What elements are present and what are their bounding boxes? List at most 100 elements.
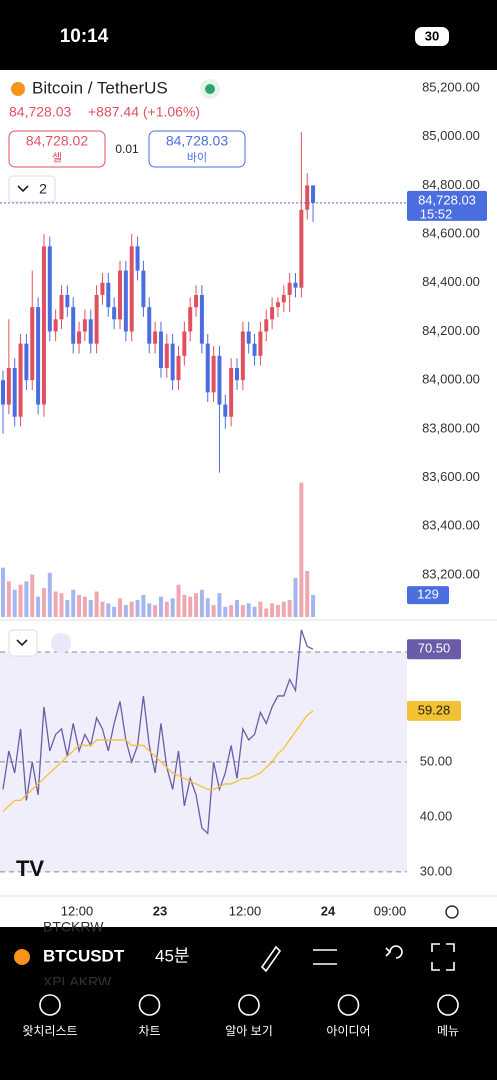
tab-icon[interactable] (337, 994, 360, 1016)
countdown: 15:52 (420, 206, 453, 221)
volume-bar (305, 571, 310, 617)
volume-bar (275, 605, 280, 617)
candle-body (147, 307, 152, 344)
toolbar-symbol[interactable]: BTCUSDT (43, 946, 125, 965)
candle-body (123, 270, 128, 332)
x-tick-label: 23 (153, 903, 167, 918)
candle-body (258, 331, 263, 356)
volume-bar (211, 605, 216, 617)
candle-body (199, 294, 204, 344)
candle-body (71, 307, 76, 344)
draw-icon[interactable] (260, 945, 282, 973)
tab-label[interactable]: 아이디어 (326, 1024, 370, 1038)
x-tick-label: 09:00 (374, 903, 407, 918)
rsi-value-label: 59.28 (418, 702, 451, 717)
volume-bar (118, 598, 122, 617)
indicator-icon[interactable] (313, 949, 337, 965)
toolbar-interval[interactable]: 45분 (155, 946, 190, 965)
candle-body (176, 355, 181, 381)
buy-label: 바이 (187, 151, 207, 164)
candle-body (229, 368, 234, 417)
candle-body (41, 246, 46, 405)
volume-bar (246, 603, 251, 617)
rsi-settings[interactable] (51, 633, 71, 653)
rsi-tick-label: 40.00 (420, 808, 453, 823)
candle-body (94, 294, 99, 344)
volume-bar (299, 482, 304, 617)
buy-button[interactable] (148, 130, 246, 168)
volume-bar (18, 584, 23, 617)
x-tick-label: 24 (321, 903, 336, 918)
status-bar (0, 0, 497, 70)
tab-icon[interactable] (138, 994, 161, 1016)
volume-bar (194, 593, 199, 617)
candle-body (252, 343, 257, 356)
candle-body (30, 307, 35, 381)
volume-bar (100, 601, 105, 617)
volume-bar (235, 600, 239, 617)
volume-bar (258, 601, 263, 617)
volume-bar (223, 606, 228, 617)
volume-bar (287, 600, 292, 617)
tab-icon[interactable] (39, 994, 61, 1016)
y-tick-label: 84,600.00 (422, 226, 480, 241)
candle-body (141, 270, 146, 308)
tab-label[interactable]: 왓치리스트 (22, 1024, 77, 1038)
indicator-count: 2 (39, 181, 47, 197)
candle-body (36, 307, 41, 405)
volume-bar (6, 581, 11, 617)
candle-body (135, 246, 140, 271)
volume-bar (252, 606, 257, 617)
undo-icon[interactable] (385, 945, 403, 959)
sell-button[interactable] (8, 130, 106, 168)
volume-bar (270, 603, 275, 617)
volume-bar (158, 596, 163, 617)
volume-bar (217, 593, 222, 617)
volume-bar (106, 603, 111, 617)
volume-bar (94, 591, 99, 617)
chart: 83,200.00 83,400.00 83,600.00 83,800.00 84,0… (0, 79, 497, 918)
market-dot (205, 84, 215, 94)
candle-body (77, 331, 82, 344)
tab-icon[interactable] (238, 994, 260, 1016)
rsi-line (2, 710, 314, 812)
volume-bar (182, 594, 187, 617)
candle-body (311, 185, 316, 203)
candle-body (12, 368, 17, 417)
volume-bar (147, 603, 152, 617)
candle-body (6, 368, 11, 405)
tab-icon[interactable] (437, 994, 459, 1016)
volume-label: 129 (417, 587, 439, 602)
volume-bar (123, 605, 128, 617)
tab-label[interactable]: 차트 (138, 1024, 160, 1038)
tab-label[interactable]: 메뉴 (437, 1024, 459, 1038)
candle-body (182, 331, 187, 356)
y-tick-label: 83,600.00 (422, 469, 480, 484)
candle-body (1, 380, 5, 405)
volume-bar (36, 596, 41, 617)
volume-bar (240, 605, 245, 617)
candle-body (112, 307, 117, 320)
candle-body (153, 331, 158, 344)
candle-body (100, 282, 105, 295)
volume-bar (82, 596, 87, 617)
volume-bar (264, 608, 269, 617)
buy-price: 84,728.03 (166, 133, 228, 149)
volume-bar (199, 589, 204, 617)
indicator-toggle[interactable] (8, 175, 56, 203)
candle-body (287, 282, 292, 295)
x-tick-label: 12:00 (61, 903, 94, 918)
volume-tag (407, 586, 449, 605)
candle-body (170, 343, 175, 381)
candle-body (240, 331, 245, 381)
volume-bar (59, 593, 64, 617)
volume-bar (65, 600, 70, 617)
candle-body (275, 302, 280, 308)
fullscreen-icon[interactable] (431, 943, 455, 971)
settings-icon[interactable] (445, 905, 459, 919)
y-tick-label: 85,200.00 (422, 79, 480, 94)
tab-label[interactable]: 알아 보기 (225, 1024, 273, 1038)
last-price-tag (407, 190, 487, 221)
volume-bar (205, 598, 210, 617)
